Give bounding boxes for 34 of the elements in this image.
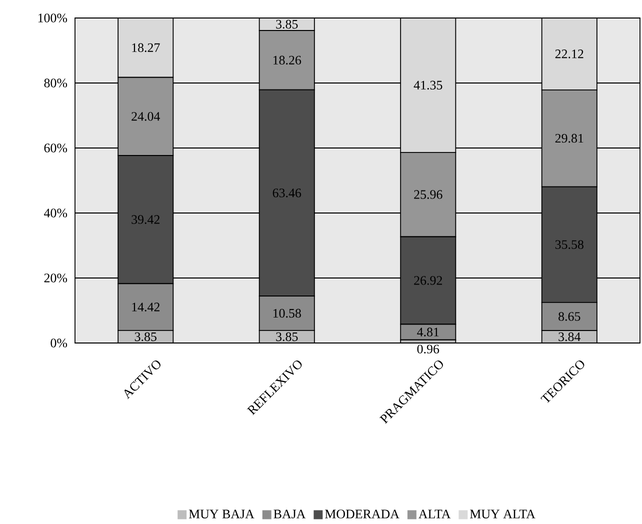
legend-label: MUY BAJA (188, 510, 254, 518)
data-label: 24.04 (132, 112, 160, 121)
y-tick-label: 60% (44, 144, 68, 152)
data-label: 39.42 (132, 215, 160, 224)
data-label: 3.84 (558, 332, 581, 342)
data-label: 3.85 (276, 332, 298, 342)
data-label: 22.12 (555, 50, 584, 58)
data-label: 10.58 (273, 308, 301, 318)
y-tick-label: 20% (44, 274, 68, 282)
bar (118, 18, 174, 78)
legend-label: ALTA (418, 510, 451, 518)
y-tick-label: 40% (44, 208, 68, 218)
data-label: 25.96 (414, 190, 442, 199)
data-label: 18.27 (132, 43, 160, 52)
data-label: 35.58 (555, 240, 584, 249)
data-label: 3.85 (276, 20, 298, 29)
data-label: 4.81 (417, 328, 439, 336)
data-label: 3.85 (134, 332, 156, 342)
data-label: 29.81 (555, 134, 584, 143)
y-tick-label: 100% (38, 14, 68, 22)
y-tick-label: 80% (44, 78, 68, 88)
legend-label: MODERADA (325, 510, 400, 518)
data-label: 0.96 (417, 344, 440, 354)
data-label: 18.26 (273, 56, 302, 65)
data-label: 26.92 (414, 276, 442, 285)
data-label: 41.35 (414, 80, 442, 90)
bar (541, 18, 598, 90)
bar (400, 18, 456, 153)
y-tick-label: 0% (50, 338, 68, 348)
data-label: 14.42 (132, 302, 160, 312)
data-label: 63.46 (272, 188, 302, 198)
legend-label: BAJA (274, 510, 306, 518)
legend-label: MUY ALTA (470, 510, 536, 518)
data-label: 8.65 (558, 312, 580, 321)
